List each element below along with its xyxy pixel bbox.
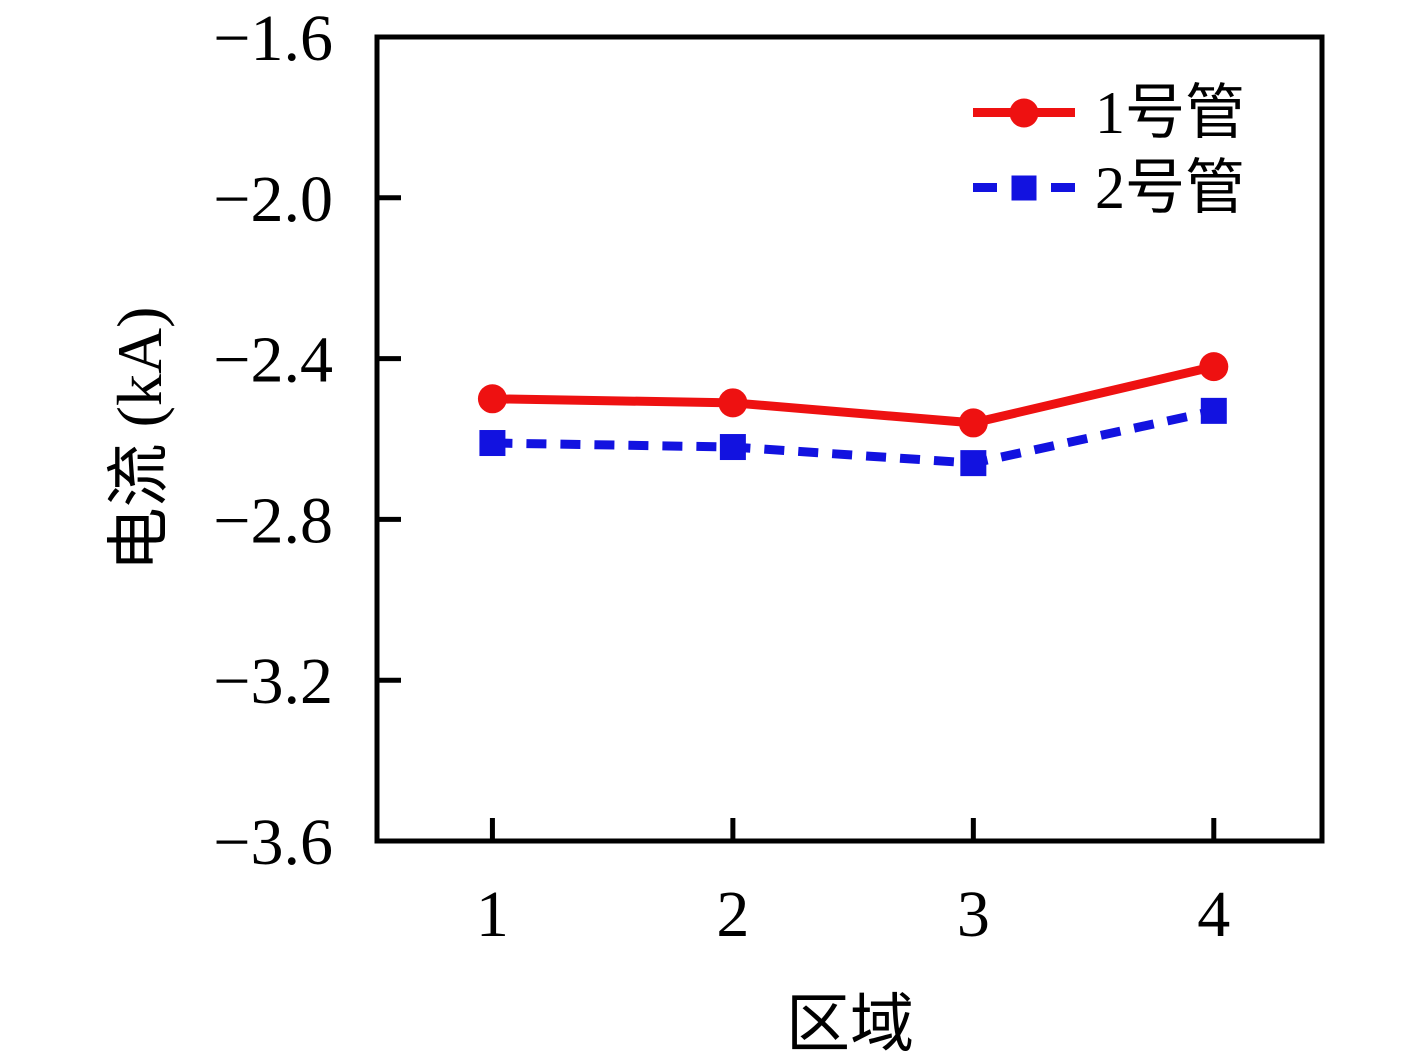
x-tick-label: 3 (957, 878, 990, 951)
x-tick-label: 4 (1197, 878, 1230, 951)
legend-item-series1: 1号管 (973, 75, 1245, 150)
x-tick-label: 2 (716, 878, 749, 951)
y-tick-label: −3.6 (213, 806, 333, 879)
x-tick-label: 1 (476, 878, 509, 951)
series-1-marker (958, 408, 988, 438)
square-marker-icon (1011, 175, 1037, 200)
y-tick-label: −1.6 (213, 2, 333, 75)
x-axis-label: 区域 (786, 989, 914, 1058)
series-2-marker (960, 450, 987, 477)
circle-marker-icon (1009, 98, 1039, 127)
series-1-marker (1199, 352, 1229, 382)
series-2-marker (719, 434, 746, 461)
legend-item-series2: 2号管 (973, 150, 1245, 225)
legend-sample-series1 (973, 97, 1075, 129)
series-2-marker (479, 430, 506, 457)
legend-sample-series2 (973, 172, 1075, 204)
series-2-line (492, 406, 1215, 468)
plot-border (374, 34, 1325, 844)
y-tick-label: −2.0 (213, 163, 333, 236)
series-1-marker (718, 388, 748, 418)
y-tick-label: −2.8 (213, 484, 333, 557)
y-axis-label: 电流 (kA) (104, 306, 175, 572)
series-1-line (492, 362, 1215, 428)
series-2-marker (1200, 397, 1227, 424)
y-tick-label: −2.4 (213, 324, 333, 397)
legend-label-series2: 2号管 (1095, 154, 1245, 221)
y-tick-label: −3.2 (213, 645, 333, 718)
series-1-marker (477, 384, 507, 414)
legend: 1号管 2号管 (973, 75, 1245, 225)
legend-label-series1: 1号管 (1095, 79, 1245, 146)
